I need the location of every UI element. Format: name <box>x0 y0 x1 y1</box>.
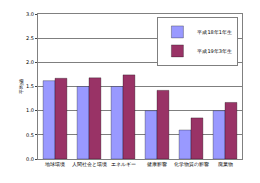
svg-text:平成19年3年生: 平成19年3年生 <box>197 48 232 54</box>
svg-text:化学物質の影響: 化学物質の影響 <box>174 161 209 167</box>
svg-text:2.0: 2.0 <box>26 59 34 65</box>
svg-text:平成18年1年生: 平成18年1年生 <box>197 29 232 35</box>
svg-text:2.5: 2.5 <box>26 35 34 41</box>
svg-text:エネルギー: エネルギー <box>111 161 136 167</box>
svg-text:0.0: 0.0 <box>26 156 34 162</box>
svg-text:廃棄物: 廃棄物 <box>218 161 233 167</box>
svg-text:0.5: 0.5 <box>26 132 34 138</box>
svg-text:平均値: 平均値 <box>18 79 24 94</box>
svg-text:1.5: 1.5 <box>26 83 34 89</box>
svg-text:健康影響: 健康影響 <box>147 161 167 167</box>
svg-text:1.0: 1.0 <box>26 107 34 113</box>
svg-text:地球環境: 地球環境 <box>44 161 65 167</box>
svg-text:人間社会と環境: 人間社会と環境 <box>72 161 107 167</box>
svg-text:3.0: 3.0 <box>26 11 34 17</box>
